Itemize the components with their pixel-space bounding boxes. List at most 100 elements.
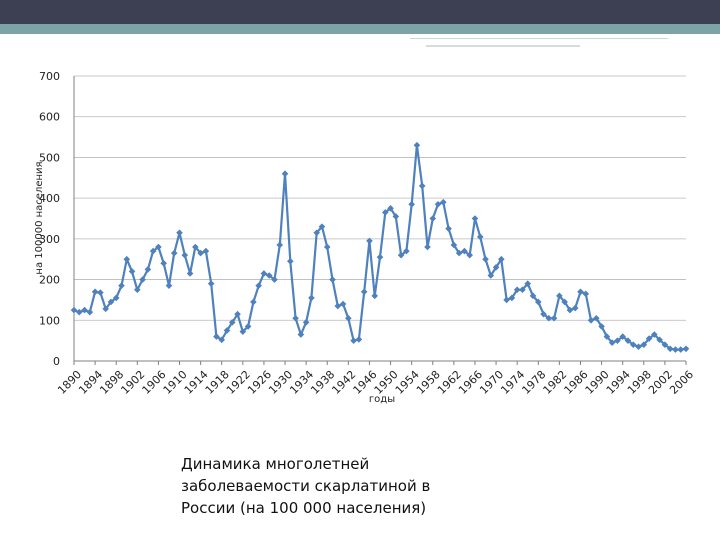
data-point xyxy=(139,276,146,283)
data-point xyxy=(608,339,616,346)
data-point xyxy=(250,298,257,306)
data-point xyxy=(155,243,162,251)
data-point xyxy=(656,336,663,344)
data-point xyxy=(255,282,262,289)
data-point xyxy=(218,336,226,344)
data-point xyxy=(371,292,379,300)
data-point xyxy=(223,327,231,334)
data-point xyxy=(91,288,99,296)
data-point xyxy=(635,343,642,351)
data-point xyxy=(566,306,574,314)
data-point xyxy=(413,141,421,149)
data-point xyxy=(577,288,584,296)
data-point xyxy=(281,170,289,178)
data-point xyxy=(545,314,553,322)
x-tick-label: 2006 xyxy=(667,368,696,397)
data-point xyxy=(144,266,152,273)
x-axis-ticks: 1890189418981902190619101914191819221926… xyxy=(55,368,696,397)
y-tick-label: 500 xyxy=(39,151,60,164)
data-point xyxy=(123,255,131,263)
data-point xyxy=(329,276,336,283)
data-point xyxy=(524,280,532,287)
data-point xyxy=(118,282,125,289)
data-point xyxy=(603,333,611,340)
data-point xyxy=(376,253,384,261)
data-point xyxy=(381,209,389,216)
y-axis-title: на 100000 населения xyxy=(34,161,45,274)
data-point xyxy=(424,243,431,251)
data-point xyxy=(160,259,167,267)
data-point xyxy=(213,333,220,340)
chart-caption: Динамика многолетней заболеваемости скар… xyxy=(181,453,511,519)
data-point xyxy=(593,314,600,322)
data-point xyxy=(239,328,247,335)
data-point xyxy=(661,341,669,349)
data-point xyxy=(207,280,215,287)
chart-series xyxy=(70,141,690,353)
y-tick-label: 0 xyxy=(53,355,60,368)
y-tick-label: 200 xyxy=(39,274,60,287)
data-point xyxy=(97,289,104,296)
data-point xyxy=(271,276,278,283)
data-point xyxy=(434,200,442,208)
title-bar-accent xyxy=(0,24,720,34)
data-point xyxy=(244,323,252,330)
data-point xyxy=(228,319,236,326)
data-point xyxy=(186,270,194,277)
data-point xyxy=(540,310,547,318)
y-axis-ticks: 0 100 200 300 400 500 600 700 xyxy=(39,70,60,368)
data-point xyxy=(582,290,590,298)
caption-line: Динамика многолетней xyxy=(181,455,370,473)
data-point xyxy=(403,247,410,255)
data-point xyxy=(445,225,452,232)
data-point xyxy=(392,213,400,220)
data-point xyxy=(165,282,173,289)
data-point xyxy=(466,251,473,259)
data-point xyxy=(672,346,679,353)
data-point xyxy=(81,306,88,314)
y-tick-label: 400 xyxy=(39,192,60,205)
data-point xyxy=(440,198,447,206)
data-point xyxy=(334,302,342,310)
data-point xyxy=(519,286,526,294)
data-point xyxy=(677,346,685,353)
caption-line: заболеваемости скарлатиной в xyxy=(181,477,431,495)
y-tick-label: 600 xyxy=(39,111,60,124)
data-point xyxy=(666,345,674,353)
data-point xyxy=(629,341,637,349)
data-point xyxy=(492,264,500,271)
data-point xyxy=(339,300,347,308)
data-point xyxy=(503,296,510,304)
data-point xyxy=(234,310,241,318)
data-point xyxy=(397,251,405,259)
incidence-line-chart: 0 100 200 300 400 500 600 700 18901894189819021… xyxy=(34,70,696,405)
caption-line: России (на 100 000 населения) xyxy=(181,499,427,517)
data-point xyxy=(508,294,516,302)
data-point xyxy=(265,272,273,279)
data-point xyxy=(619,333,626,340)
data-point xyxy=(134,286,141,294)
data-point xyxy=(149,247,157,255)
data-point xyxy=(366,237,373,245)
data-point xyxy=(355,336,363,343)
data-point xyxy=(323,243,331,251)
data-point xyxy=(429,215,437,222)
data-point xyxy=(534,298,542,306)
data-point xyxy=(112,294,120,302)
data-point xyxy=(450,241,458,249)
data-point xyxy=(387,205,394,212)
data-point xyxy=(107,298,115,306)
data-point xyxy=(75,308,83,316)
data-point xyxy=(302,319,310,326)
data-point xyxy=(471,215,479,222)
data-point xyxy=(297,331,305,338)
data-point xyxy=(556,292,563,300)
data-point xyxy=(408,200,415,208)
data-point xyxy=(498,255,505,263)
data-point xyxy=(287,257,294,265)
y-tick-label: 300 xyxy=(39,233,60,246)
data-point xyxy=(682,345,690,353)
data-point xyxy=(292,314,299,322)
data-point xyxy=(128,268,136,275)
data-point xyxy=(318,223,326,230)
